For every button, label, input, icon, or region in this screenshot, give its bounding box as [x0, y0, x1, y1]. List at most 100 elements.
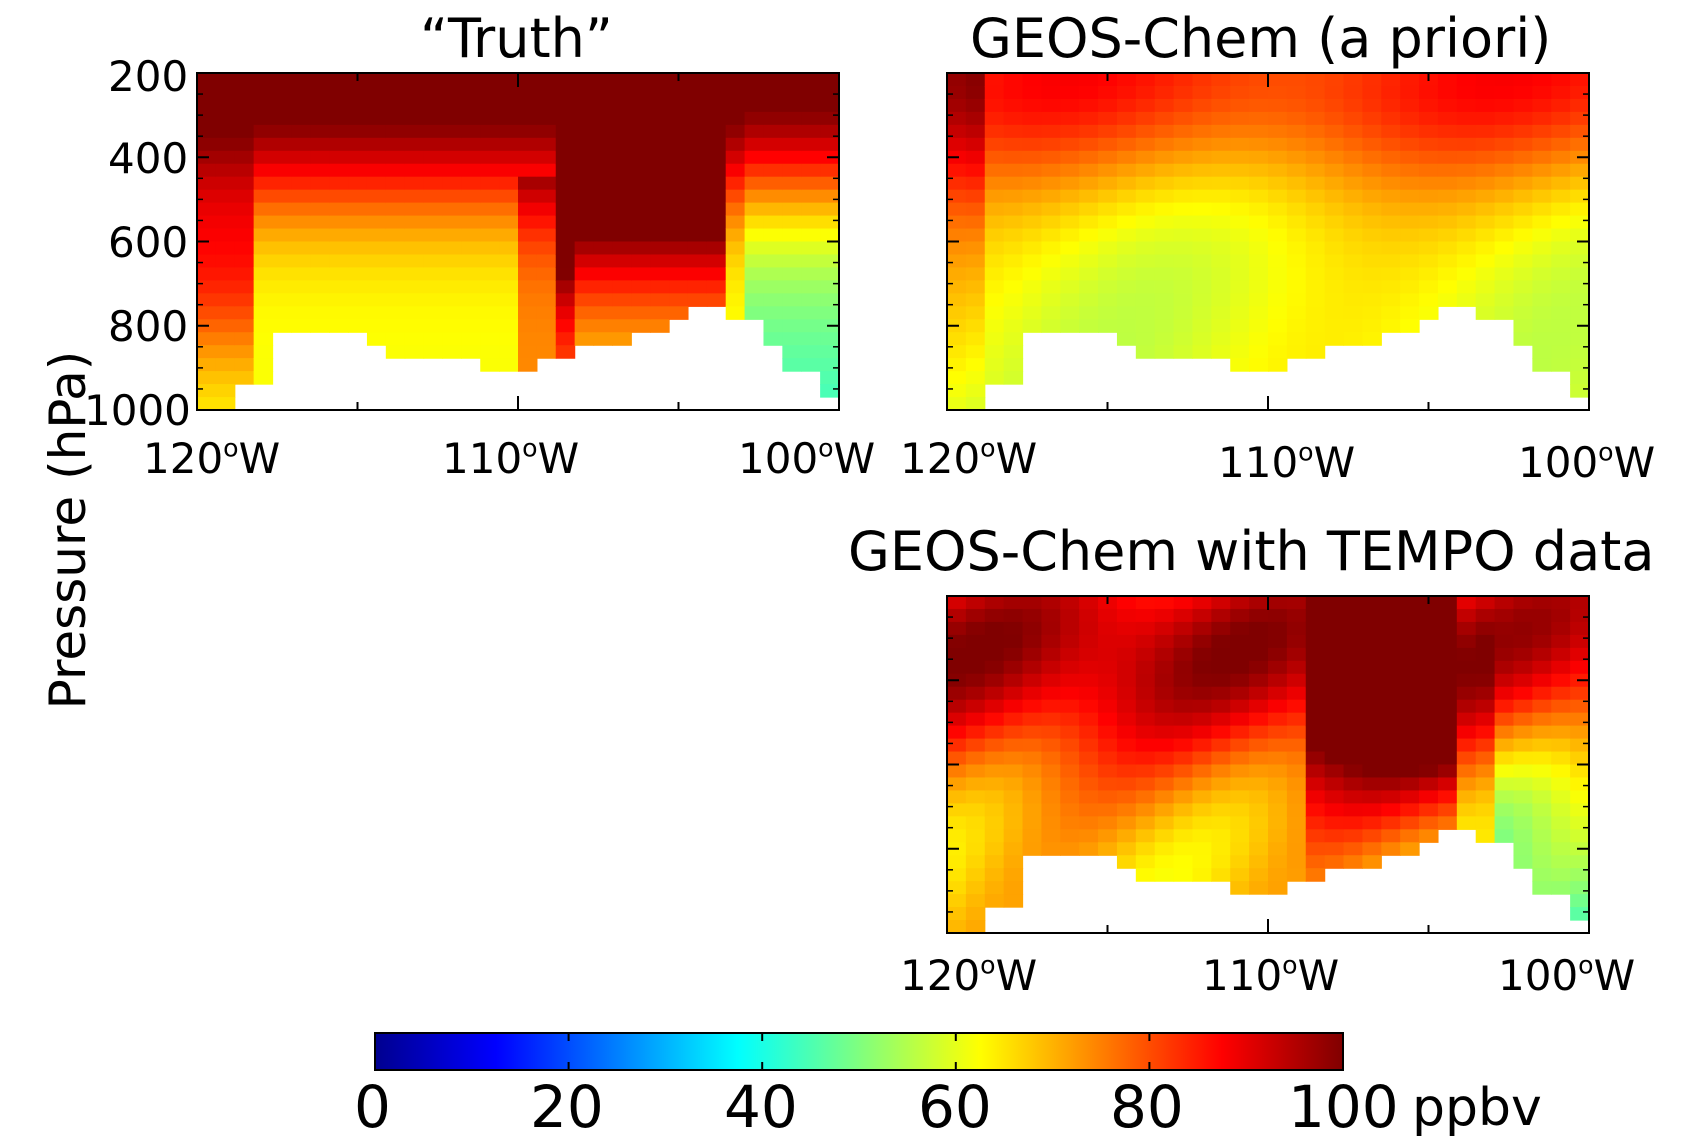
heatmap-cell — [1324, 85, 1345, 100]
heatmap-cell — [272, 176, 293, 191]
heatmap-cell — [1268, 137, 1288, 152]
heatmap-cell — [1003, 790, 1024, 804]
heatmap-cell — [947, 254, 967, 269]
heatmap-cell — [1400, 176, 1420, 191]
heatmap-cell — [1305, 647, 1326, 662]
heatmap-cell — [984, 699, 1005, 714]
heatmap-cell — [404, 176, 425, 191]
heatmap-cell — [499, 332, 519, 346]
heatmap-cell — [291, 176, 311, 191]
heatmap-cell — [820, 215, 840, 230]
heatmap-cell — [1022, 73, 1043, 87]
heatmap-cell — [1362, 751, 1382, 766]
heatmap-cell — [1475, 829, 1496, 843]
heatmap-cell — [518, 137, 538, 152]
heatmap-cell — [1532, 254, 1552, 269]
heatmap-cell — [1324, 267, 1345, 281]
heatmap-cell — [518, 111, 538, 126]
heatmap-cell — [763, 202, 783, 217]
heatmap-cell — [1154, 673, 1175, 688]
heatmap-cell — [965, 124, 986, 139]
heatmap-cell — [461, 332, 481, 346]
heatmap-cell — [1286, 150, 1307, 165]
heatmap-cell — [1513, 790, 1533, 804]
colorbar — [374, 1032, 1344, 1071]
heatmap-cell — [1135, 673, 1156, 688]
heatmap-cell — [1211, 725, 1231, 740]
heatmap-cell — [1551, 855, 1571, 869]
heatmap-cell — [965, 738, 986, 753]
heatmap-cell — [1494, 829, 1515, 843]
heatmap-cell — [1419, 634, 1439, 649]
heatmap-cell — [442, 306, 462, 320]
heatmap-cell — [1437, 712, 1458, 727]
heatmap-cell — [782, 98, 802, 113]
heatmap-cell — [725, 241, 746, 256]
heatmap-cell — [1173, 241, 1194, 256]
heatmap-cell — [1400, 725, 1420, 740]
heatmap-cell — [1230, 98, 1250, 113]
heatmap-cell — [1041, 803, 1061, 817]
heatmap-cell — [1230, 686, 1250, 701]
heatmap-cell — [1494, 85, 1515, 100]
heatmap-cell — [1513, 764, 1533, 779]
heatmap-cell — [536, 111, 557, 126]
heatmap-cell — [1268, 345, 1288, 359]
heatmap-cell — [744, 85, 765, 100]
heatmap-cell — [1305, 98, 1326, 113]
heatmap-cell — [1286, 751, 1307, 766]
heatmap-cell — [1570, 894, 1590, 908]
heatmap-cell — [1400, 137, 1420, 152]
heatmap-cell — [1060, 647, 1080, 662]
heatmap-cell — [1230, 816, 1250, 830]
heatmap-cell — [574, 306, 595, 320]
heatmap-cell — [215, 345, 236, 359]
heatmap-cell — [1513, 647, 1533, 662]
heatmap-cell — [1381, 319, 1401, 333]
heatmap-cell — [1154, 816, 1175, 830]
heatmap-cell — [965, 241, 986, 256]
heatmap-cell — [423, 215, 444, 230]
heatmap-cell — [1324, 621, 1345, 636]
heatmap-cell — [801, 228, 821, 243]
heatmap-cell — [1173, 254, 1194, 269]
heatmap-cell — [1343, 111, 1364, 126]
heatmap-cell — [1192, 176, 1212, 191]
heatmap-cell — [1286, 712, 1307, 727]
heatmap-cell — [1305, 699, 1326, 714]
heatmap-cell — [1268, 98, 1288, 113]
heatmap-cell — [1079, 293, 1099, 307]
heatmap-cell — [1249, 803, 1269, 817]
heatmap-cell — [1456, 712, 1477, 727]
heatmap-cell — [631, 280, 651, 294]
heatmap-cell — [272, 267, 293, 281]
heatmap-cell — [782, 189, 802, 204]
heatmap-cell — [706, 254, 727, 269]
heatmap-cell — [1211, 699, 1231, 714]
heatmap-cell — [234, 176, 255, 191]
heatmap-cell — [1419, 189, 1439, 204]
heatmap-cell — [965, 358, 986, 372]
heatmap-cell — [1268, 189, 1288, 204]
heatmap-cell — [1494, 764, 1515, 779]
heatmap-cell — [1249, 634, 1269, 649]
heatmap-cell — [1060, 73, 1080, 87]
heatmap-cell — [1570, 907, 1590, 921]
heatmap-cell — [197, 202, 217, 217]
heatmap-cell — [1324, 699, 1345, 714]
heatmap-cell — [1419, 98, 1439, 113]
heatmap-cell — [650, 228, 670, 243]
heatmap-cell — [1060, 816, 1080, 830]
heatmap-cell — [1400, 738, 1420, 753]
heatmap-cell — [820, 293, 840, 307]
heatmap-cell — [1551, 241, 1571, 256]
heatmap-cell — [1116, 189, 1137, 204]
heatmap-cell — [1192, 855, 1212, 869]
heatmap-cell — [1419, 241, 1439, 256]
heatmap-cell — [965, 881, 986, 895]
heatmap-cell — [1570, 686, 1590, 701]
heatmap-cell — [744, 267, 765, 281]
heatmap-cell — [1192, 228, 1212, 243]
heatmap-cell — [1286, 176, 1307, 191]
heatmap-cell — [593, 85, 614, 100]
